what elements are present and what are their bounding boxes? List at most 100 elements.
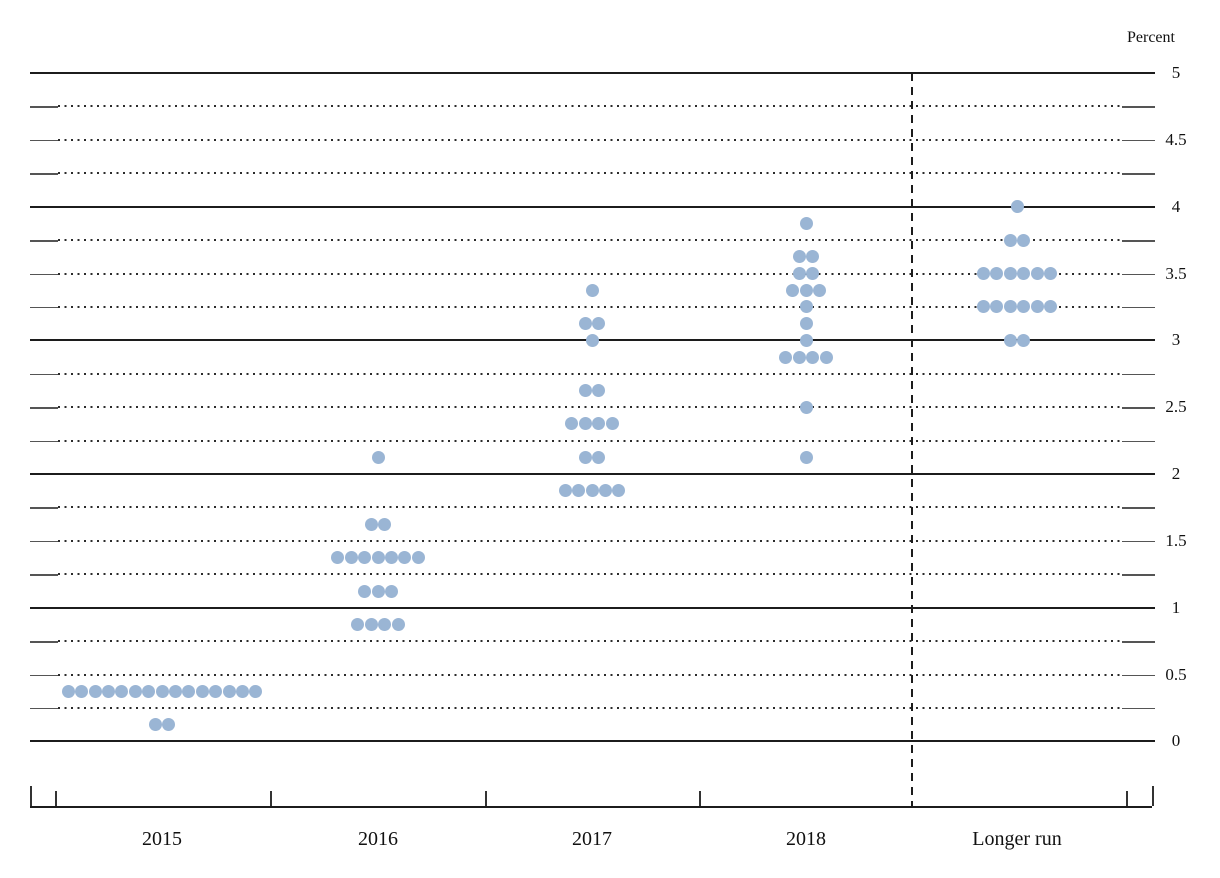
gridline-left-tick: [30, 674, 58, 677]
projection-dot: [235, 684, 249, 698]
projection-dot: [155, 684, 169, 698]
projection-dot: [411, 551, 425, 565]
projection-dot: [1017, 333, 1031, 347]
gridline-left-tick: [30, 540, 58, 543]
projection-dot: [182, 684, 196, 698]
gridline-dotted: [58, 172, 1122, 175]
gridline-left-tick: [30, 641, 58, 643]
projection-dot: [168, 684, 182, 698]
projection-dot: [1017, 233, 1031, 247]
projection-dot: [391, 617, 405, 631]
projection-dot: [61, 684, 75, 698]
projection-dot: [578, 417, 592, 431]
gridline-dotted: [58, 573, 1122, 576]
x-axis-category-label: Longer run: [972, 828, 1062, 850]
projection-dot: [605, 417, 619, 431]
gridline-solid: [30, 473, 1155, 476]
projection-dot: [364, 617, 378, 631]
projection-dot: [578, 450, 592, 464]
y-axis-label: 0.5: [1165, 664, 1187, 684]
projection-dot: [1003, 233, 1017, 247]
y-axis-label: 5: [1171, 63, 1181, 82]
gridline-left-tick: [30, 240, 58, 242]
projection-dot: [75, 684, 89, 698]
y-axis-label: 3: [1171, 330, 1181, 350]
y-axis-label: 2: [1171, 464, 1181, 484]
x-axis-end-tick: [30, 786, 32, 806]
gridline-right-tick: [1122, 440, 1155, 443]
x-axis-tick: [270, 791, 272, 806]
projection-dot: [819, 350, 833, 364]
projection-dot: [358, 551, 372, 565]
projection-dot: [351, 617, 365, 631]
projection-dot: [578, 383, 592, 397]
y-axis-unit-label: Percent: [1127, 29, 1175, 46]
projection-dot: [558, 484, 572, 498]
y-axis-label: 1: [1171, 597, 1181, 617]
projection-dot: [1044, 267, 1057, 281]
gridline-right-tick: [1122, 540, 1155, 543]
x-axis-category-label: 2016: [358, 828, 398, 850]
projection-dot: [115, 684, 129, 698]
gridline-dotted: [58, 439, 1122, 442]
longer-run-separator-line: [910, 73, 914, 806]
gridline-solid: [30, 72, 1155, 74]
projection-dot: [364, 517, 378, 531]
projection-dot: [398, 551, 412, 565]
gridline-dotted: [58, 239, 1122, 242]
gridline-right-tick: [1122, 707, 1155, 710]
projection-dot: [378, 517, 392, 531]
projection-dot: [799, 333, 813, 347]
projection-dot: [792, 250, 806, 264]
projection-dot: [799, 283, 813, 297]
projection-dot: [799, 300, 813, 314]
gridline-dotted: [58, 272, 1122, 275]
projection-dot: [799, 317, 813, 331]
projection-dot: [792, 267, 806, 281]
gridline-left-tick: [30, 407, 58, 409]
gridline-right-tick: [1122, 674, 1155, 677]
projection-dot: [786, 283, 800, 297]
gridline-left-tick: [30, 273, 58, 276]
projection-dot: [1017, 267, 1031, 281]
projection-dot: [384, 551, 398, 565]
x-axis-line: [30, 806, 1152, 808]
y-axis-label: 2.5: [1165, 397, 1187, 417]
y-axis-label: 4.5: [1165, 129, 1187, 149]
projection-dot: [585, 283, 599, 297]
projection-dot: [585, 333, 599, 347]
projection-dot: [384, 584, 398, 598]
x-axis-tick: [485, 791, 487, 806]
gridline-solid: [30, 740, 1155, 743]
x-axis-tick: [55, 791, 57, 806]
projection-dot: [592, 317, 606, 331]
projection-dot: [88, 684, 102, 698]
gridline-right-tick: [1122, 641, 1155, 643]
gridline-dotted: [58, 706, 1122, 709]
projection-dot: [195, 684, 209, 698]
gridline-dotted: [58, 506, 1122, 509]
y-axis-label: 0: [1171, 731, 1181, 751]
projection-dot: [598, 484, 612, 498]
x-axis-end-tick: [1152, 786, 1154, 806]
y-axis-label: 1.5: [1165, 530, 1187, 550]
gridline-dotted: [58, 372, 1122, 375]
x-axis-category-label: 2017: [572, 828, 612, 850]
gridline-dotted: [58, 673, 1122, 676]
projection-dot: [792, 350, 806, 364]
projection-dot: [344, 551, 358, 565]
projection-dot: [371, 450, 385, 464]
projection-dot: [358, 584, 372, 598]
gridline-left-tick: [30, 306, 58, 309]
projection-dot: [990, 300, 1004, 314]
projection-dot: [162, 718, 176, 732]
gridline-left-tick: [30, 373, 58, 376]
projection-dot: [209, 684, 223, 698]
projection-dot: [371, 584, 385, 598]
gridline-dotted: [58, 406, 1122, 409]
gridline-dotted: [58, 305, 1122, 308]
gridline-solid: [30, 606, 1155, 609]
projection-dot: [1017, 300, 1031, 314]
projection-dot: [249, 684, 263, 698]
